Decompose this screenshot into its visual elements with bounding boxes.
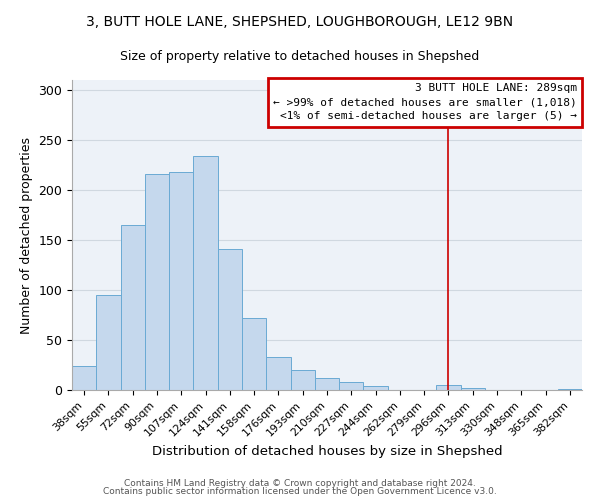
Text: 3 BUTT HOLE LANE: 289sqm
← >99% of detached houses are smaller (1,018)
<1% of se: 3 BUTT HOLE LANE: 289sqm ← >99% of detac… — [273, 83, 577, 121]
Text: 3, BUTT HOLE LANE, SHEPSHED, LOUGHBOROUGH, LE12 9BN: 3, BUTT HOLE LANE, SHEPSHED, LOUGHBOROUG… — [86, 15, 514, 29]
Bar — [315, 378, 339, 390]
Bar — [169, 172, 193, 390]
Bar — [558, 389, 582, 390]
Bar — [364, 386, 388, 390]
Text: Size of property relative to detached houses in Shepshed: Size of property relative to detached ho… — [121, 50, 479, 63]
Bar — [72, 366, 96, 390]
Y-axis label: Number of detached properties: Number of detached properties — [20, 136, 33, 334]
Bar — [145, 174, 169, 390]
Bar — [96, 295, 121, 390]
Bar — [461, 388, 485, 390]
Bar — [242, 318, 266, 390]
Bar — [121, 225, 145, 390]
Bar — [436, 385, 461, 390]
Bar — [290, 370, 315, 390]
Bar — [339, 382, 364, 390]
Bar — [193, 156, 218, 390]
Bar — [218, 249, 242, 390]
Text: Contains public sector information licensed under the Open Government Licence v3: Contains public sector information licen… — [103, 487, 497, 496]
Bar — [266, 357, 290, 390]
Text: Contains HM Land Registry data © Crown copyright and database right 2024.: Contains HM Land Registry data © Crown c… — [124, 478, 476, 488]
X-axis label: Distribution of detached houses by size in Shepshed: Distribution of detached houses by size … — [152, 445, 502, 458]
